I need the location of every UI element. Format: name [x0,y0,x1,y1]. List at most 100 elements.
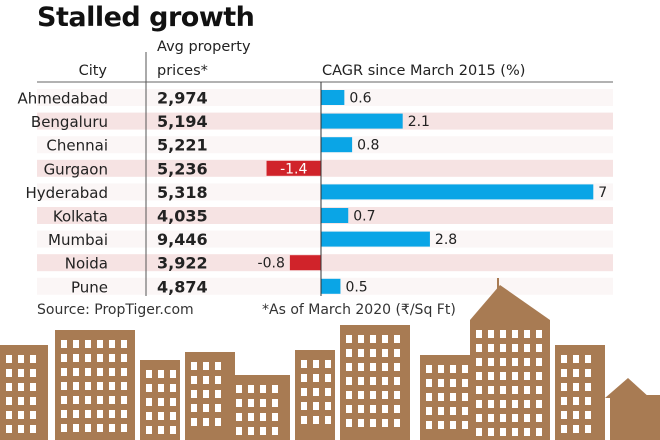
skyline-window [524,414,530,422]
skyline-window [73,368,79,376]
skyline-window [170,398,176,406]
skyline-window [61,368,67,376]
skyline-window [248,427,254,435]
skyline-window [158,384,164,392]
skyline-window [272,399,278,407]
skyline-window [191,362,197,370]
skyline-window [146,412,152,420]
skyline-building [610,395,660,440]
skyline-window [382,405,388,413]
skyline-window [426,393,432,401]
skyline-window [512,344,518,352]
skyline-window [524,358,530,366]
cagr-label: 7 [598,185,607,201]
skyline-window [346,419,352,427]
city-label: Hyderabad [26,184,109,202]
skyline-window [146,370,152,378]
skyline-window [30,425,36,433]
skyline-window [488,414,494,422]
chart-title: Stalled growth [37,2,255,33]
skyline-window [301,402,307,410]
skyline-window [426,421,432,429]
skyline-window [158,398,164,406]
skyline-window [121,410,127,418]
skyline-window [476,400,482,408]
skyline-window [30,355,36,363]
skyline-window [512,358,518,366]
skyline-window [203,390,209,398]
skyline-roof [605,378,650,398]
skyline-window [536,414,542,422]
skyline-window [215,376,221,384]
skyline-window [561,411,567,419]
skyline-window [61,424,67,432]
skyline-window [146,384,152,392]
skyline-window [325,388,331,396]
city-label: Bengaluru [31,113,108,131]
skyline-window [18,397,24,405]
skyline-window [6,411,12,419]
skyline-window [248,413,254,421]
skyline-window [573,383,579,391]
row-band [37,159,613,177]
skyline-window [573,397,579,405]
cagr-label: 2.8 [435,232,457,248]
skyline-window [18,383,24,391]
footnote-text: *As of March 2020 (₹/Sq Ft) [262,302,456,318]
skyline-window [158,370,164,378]
skyline-window [121,340,127,348]
price-value: 4,035 [157,207,208,226]
skyline-window [536,358,542,366]
skyline-window [394,349,400,357]
skyline-window [109,382,115,390]
skyline-window [146,426,152,434]
skyline-window [85,354,91,362]
skyline-window [358,391,364,399]
skyline-window [500,400,506,408]
skyline-window [73,382,79,390]
skyline-window [512,400,518,408]
skyline-window [313,416,319,424]
skyline-window [260,399,266,407]
source-text: Source: PropTiger.com [37,302,194,318]
skyline-window [73,424,79,432]
skyline-window [462,379,468,387]
skyline-window [488,386,494,394]
city-label: Mumbai [48,231,108,249]
skyline-window [512,330,518,338]
skyline-window [476,428,482,436]
skyline-window [313,402,319,410]
skyline-window [585,355,591,363]
skyline-window [382,391,388,399]
skyline-window [462,421,468,429]
skyline-window [382,377,388,385]
skyline-window [476,358,482,366]
cagr-label: 0.6 [349,91,371,107]
skyline-window [358,363,364,371]
skyline-window [260,413,266,421]
skyline-window [191,404,197,412]
skyline-window [500,428,506,436]
skyline-window [97,340,103,348]
skyline-window [536,344,542,352]
city-label: Pune [71,278,108,296]
price-value: 9,446 [157,230,208,249]
price-value: 5,194 [157,112,208,131]
cagr-bar [321,208,349,223]
cagr-label: 2.1 [408,114,430,130]
skyline-window [438,407,444,415]
skyline-window [370,377,376,385]
skyline-window [488,400,494,408]
skyline-window [301,388,307,396]
skyline-window [346,349,352,357]
skyline-window [536,428,542,436]
skyline-window [500,414,506,422]
skyline-window [236,399,242,407]
skyline-window [450,421,456,429]
skyline-window [382,335,388,343]
skyline-window [358,335,364,343]
skyline-window [97,382,103,390]
skyline-window [18,355,24,363]
skyline-window [561,425,567,433]
